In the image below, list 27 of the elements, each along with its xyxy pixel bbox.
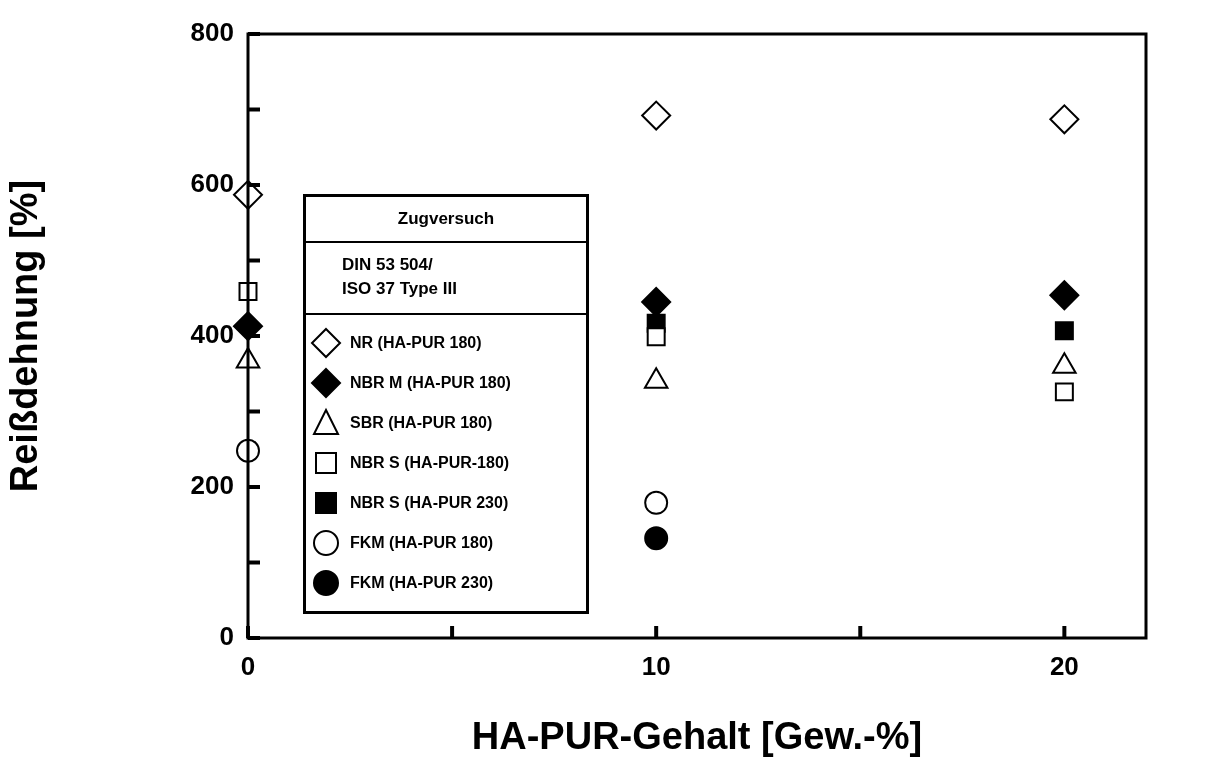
x-tick-label: 10 [641, 650, 671, 681]
point [1054, 382, 1074, 402]
y-tick-label: 800 [190, 17, 234, 48]
y-tick-label: 0 [219, 621, 234, 652]
point [641, 100, 672, 131]
legend-label: SBR (HA-PUR 180) [350, 414, 493, 432]
point [644, 526, 669, 551]
annotation: DIN 53 504/ ISO 37 Type III [341, 254, 458, 300]
y-tick-label: 600 [190, 168, 234, 199]
legend-title: Zugversuch [396, 208, 496, 230]
legend-label: NBR S (HA-PUR-180) [350, 454, 510, 472]
y-tick-label: 400 [190, 319, 234, 350]
point [1049, 280, 1080, 311]
legend-label: NBR S (HA-PUR 230) [350, 494, 509, 512]
legend-label: FKM (HA-PUR 180) [350, 534, 494, 552]
point [1054, 321, 1074, 341]
legend-label: NR (HA-PUR 180) [350, 334, 482, 352]
x-tick-label: 0 [240, 650, 256, 681]
y-tick-label: 200 [190, 470, 234, 501]
legend-label: FKM (HA-PUR 230) [350, 574, 494, 592]
x-axis-title: HA-PUR-Gehalt [Gew.-%] [471, 714, 923, 757]
point [644, 490, 669, 515]
point [646, 327, 666, 347]
x-tick-label: 20 [1049, 650, 1079, 681]
point [1049, 104, 1080, 135]
legend-label: NBR M (HA-PUR 180) [350, 374, 511, 392]
y-axis-title: Reißdehnung [%] [3, 179, 46, 493]
